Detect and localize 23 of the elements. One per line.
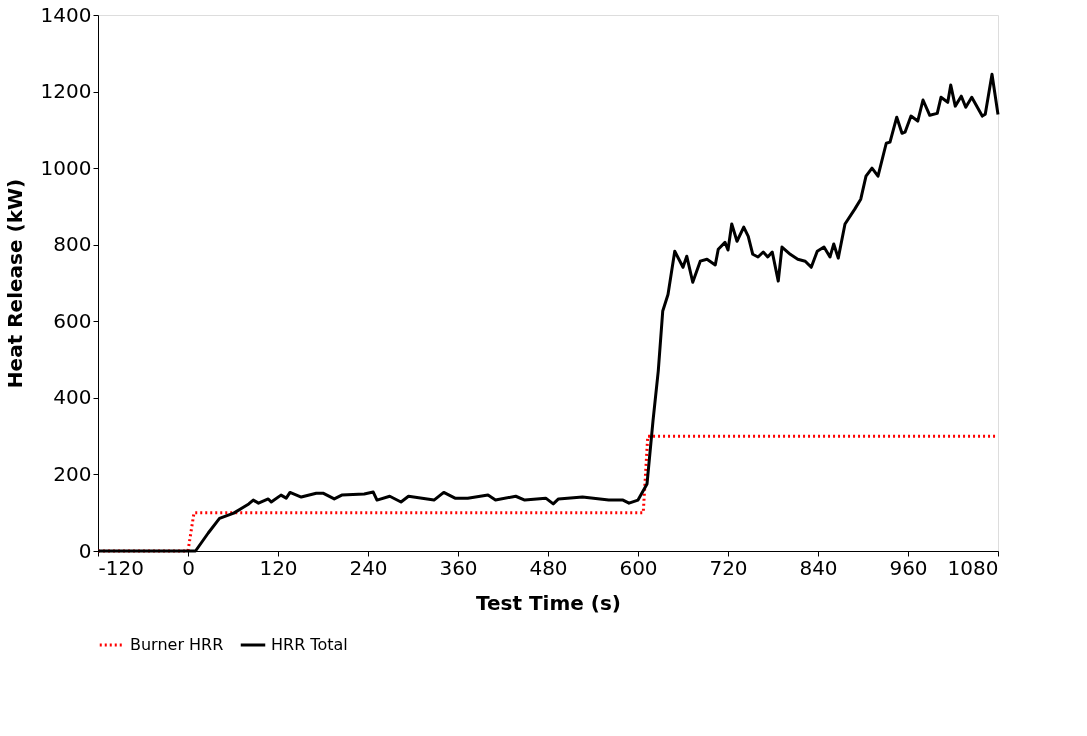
y-axis-title: Heat Release (kW) [2, 178, 27, 389]
y-tick-label: 800 [53, 232, 92, 257]
y-tick-label: 400 [53, 385, 92, 410]
x-tick-label: 600 [619, 555, 658, 580]
y-tick-label: 600 [53, 308, 92, 333]
y-tick-label: 1000 [40, 155, 92, 180]
x-tick-label: 0 [182, 555, 195, 580]
y-tick-label: 1400 [40, 2, 92, 27]
x-tick-label: -120 [98, 555, 144, 580]
x-axis-title: Test Time (s) [475, 590, 622, 615]
x-tick-label: 1080 [947, 555, 999, 580]
legend-label: HRR Total [271, 635, 348, 654]
y-tick-label: 200 [53, 461, 92, 486]
x-tick-label: 840 [799, 555, 838, 580]
x-tick-label: 120 [259, 555, 298, 580]
x-tick-label: 240 [349, 555, 388, 580]
x-tick-label: 720 [709, 555, 748, 580]
legend-label: Burner HRR [130, 635, 224, 654]
y-tick-label: 1200 [40, 79, 92, 104]
x-tick-label: 480 [529, 555, 568, 580]
x-tick-label: 360 [439, 555, 478, 580]
y-tick-label: 0 [78, 538, 92, 563]
x-tick-label: 960 [889, 555, 928, 580]
